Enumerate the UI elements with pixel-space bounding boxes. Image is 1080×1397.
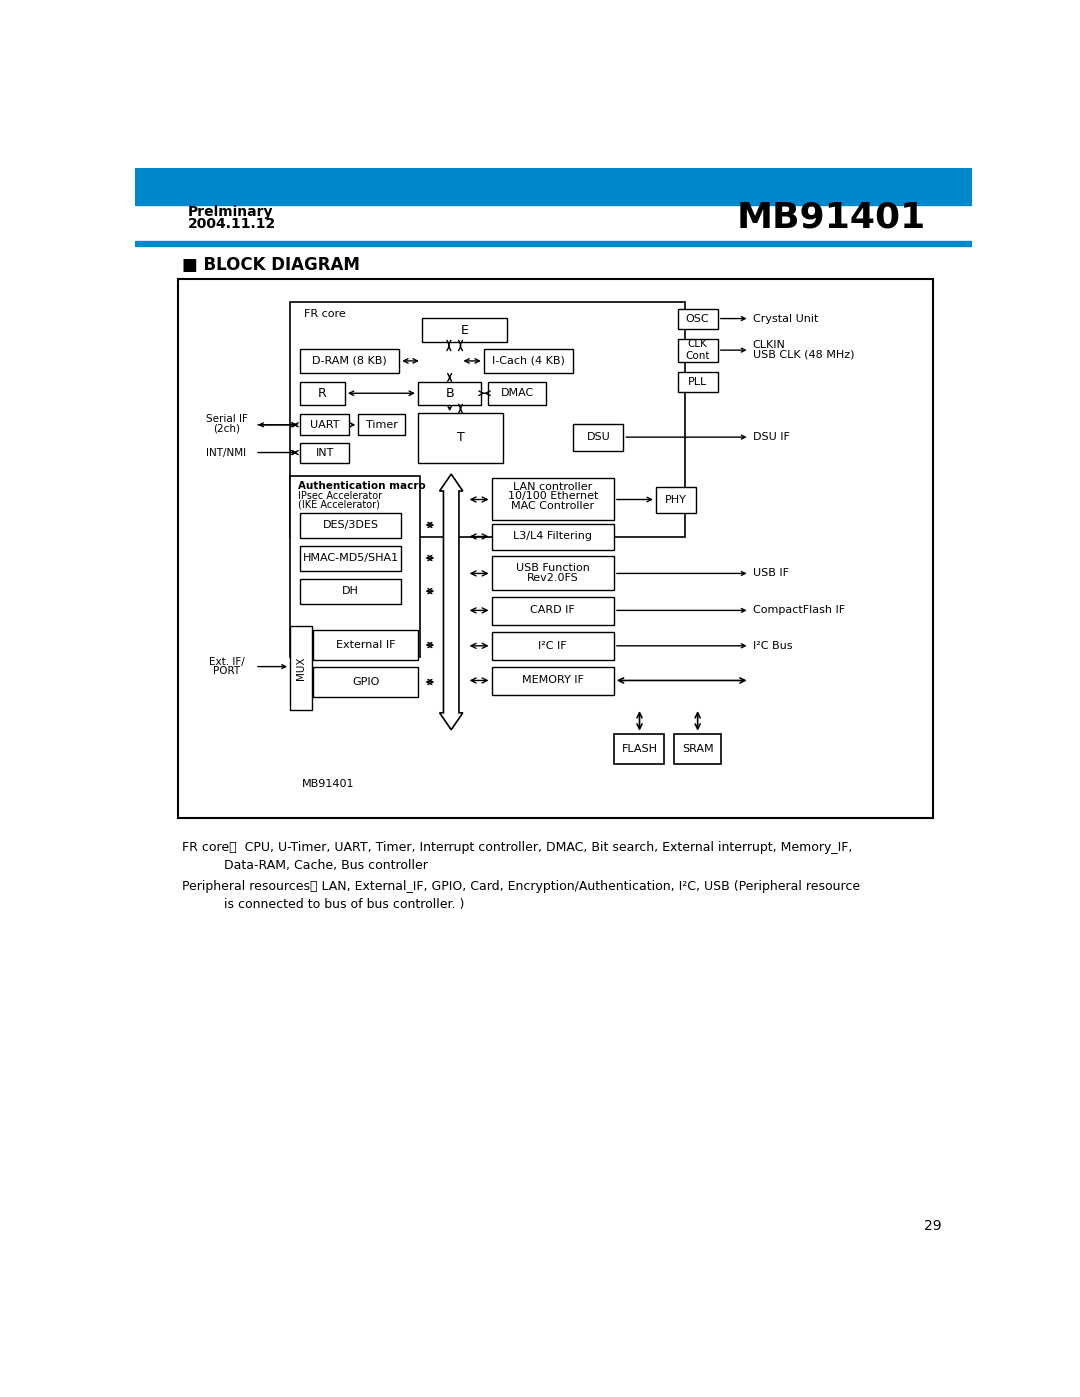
Bar (359, 414, 405, 434)
Text: T: T (457, 430, 464, 444)
Text: MEMORY IF: MEMORY IF (522, 676, 583, 686)
Text: LAN controller: LAN controller (513, 482, 592, 492)
Text: 10/100 Ethernet: 10/100 Ethernet (508, 492, 598, 502)
Text: HMAC-MD5/SHA1: HMAC-MD5/SHA1 (302, 553, 399, 563)
Text: I-Cach (4 KB): I-Cach (4 KB) (492, 356, 565, 366)
Bar (291, 475, 420, 657)
Bar (291, 626, 312, 711)
Text: Prelminary: Prelminary (188, 204, 273, 218)
Text: ■ BLOCK DIAGRAM: ■ BLOCK DIAGRAM (181, 257, 360, 274)
Text: 2004.11.12: 2004.11.12 (188, 217, 276, 231)
Bar (491, 524, 613, 549)
Bar (677, 372, 718, 393)
Text: is connected to bus of bus controller. ): is connected to bus of bus controller. ) (225, 898, 464, 911)
Text: UART: UART (310, 420, 339, 430)
Bar (613, 733, 664, 764)
Bar (135, 240, 972, 246)
Bar (300, 578, 401, 605)
Text: 29: 29 (924, 1220, 942, 1234)
Text: Peripheral resources： LAN, External_IF, GPIO, Card, Encryption/Authentication, I: Peripheral resources： LAN, External_IF, … (181, 880, 860, 893)
Bar (300, 349, 400, 373)
Text: CLK
Cont: CLK Cont (686, 339, 710, 360)
Text: CLKIN: CLKIN (753, 339, 785, 349)
Text: B: B (445, 387, 454, 400)
Text: INT: INT (315, 447, 334, 458)
Bar (491, 597, 613, 624)
Text: External IF: External IF (336, 640, 395, 650)
Text: Authentication macro: Authentication macro (298, 481, 426, 490)
Text: CompactFlash IF: CompactFlash IF (753, 605, 845, 616)
Text: R: R (319, 387, 327, 400)
Text: CARD IF: CARD IF (530, 605, 576, 616)
Bar (484, 349, 572, 373)
Text: SRAM: SRAM (681, 745, 714, 754)
Bar (300, 546, 401, 571)
Text: D-RAM (8 KB): D-RAM (8 KB) (312, 356, 387, 366)
Bar (491, 556, 613, 590)
Text: USB IF: USB IF (753, 569, 788, 578)
Bar (422, 317, 507, 342)
Text: Data-RAM, Cache, Bus controller: Data-RAM, Cache, Bus controller (225, 859, 428, 872)
Bar (677, 309, 718, 330)
Bar (418, 381, 482, 405)
Text: (2ch): (2ch) (213, 423, 240, 433)
Text: USB CLK (48 MHz): USB CLK (48 MHz) (753, 349, 854, 360)
Text: DSU IF: DSU IF (753, 432, 789, 441)
Polygon shape (440, 474, 463, 729)
Bar (656, 488, 697, 513)
Text: OSC: OSC (686, 313, 710, 324)
Text: INT/NMI: INT/NMI (206, 447, 246, 458)
Bar (291, 302, 685, 538)
Bar (491, 631, 613, 661)
Text: Rev2.0FS: Rev2.0FS (527, 573, 579, 583)
Bar (300, 443, 349, 464)
Text: DH: DH (342, 587, 359, 597)
Text: (IKE Accelerator): (IKE Accelerator) (298, 500, 380, 510)
Text: MB91401: MB91401 (301, 778, 354, 789)
Bar (418, 412, 503, 462)
Bar (177, 279, 933, 819)
Bar (488, 381, 545, 405)
Text: E: E (460, 324, 469, 337)
Text: FR core：  CPU, U-Timer, UART, Timer, Interrupt controller, DMAC, Bit search, Ext: FR core： CPU, U-Timer, UART, Timer, Inte… (181, 841, 852, 855)
Text: DMAC: DMAC (500, 388, 534, 398)
Text: PORT: PORT (213, 666, 240, 676)
Text: DSU: DSU (586, 432, 610, 441)
Text: I²C Bus: I²C Bus (753, 641, 792, 651)
Text: Ext. IF/: Ext. IF/ (208, 657, 244, 666)
Text: PHY: PHY (665, 495, 687, 504)
Bar (313, 666, 418, 697)
Text: MUX: MUX (296, 657, 306, 680)
Bar (491, 478, 613, 520)
Text: Serial IF: Serial IF (205, 415, 247, 425)
Bar (674, 733, 721, 764)
Bar (300, 414, 349, 434)
Bar (135, 168, 972, 204)
Text: MAC Controller: MAC Controller (511, 500, 594, 511)
Bar (677, 338, 718, 362)
Text: L3/L4 Filtering: L3/L4 Filtering (513, 531, 592, 542)
Text: FLASH: FLASH (621, 745, 658, 754)
Text: MB91401: MB91401 (737, 201, 926, 235)
Bar (491, 666, 613, 696)
Text: DES/3DES: DES/3DES (323, 520, 378, 529)
Text: FR core: FR core (303, 309, 346, 319)
Text: USB Function: USB Function (516, 563, 590, 573)
Bar (313, 630, 418, 661)
Bar (300, 381, 345, 405)
Bar (572, 425, 623, 451)
Text: Timer: Timer (365, 420, 397, 430)
Text: GPIO: GPIO (352, 678, 380, 687)
Text: I²C IF: I²C IF (539, 641, 567, 651)
Text: PLL: PLL (688, 377, 707, 387)
Text: Crystal Unit: Crystal Unit (753, 313, 818, 324)
Bar (300, 513, 401, 538)
Text: IPsec Accelerator: IPsec Accelerator (298, 490, 382, 500)
